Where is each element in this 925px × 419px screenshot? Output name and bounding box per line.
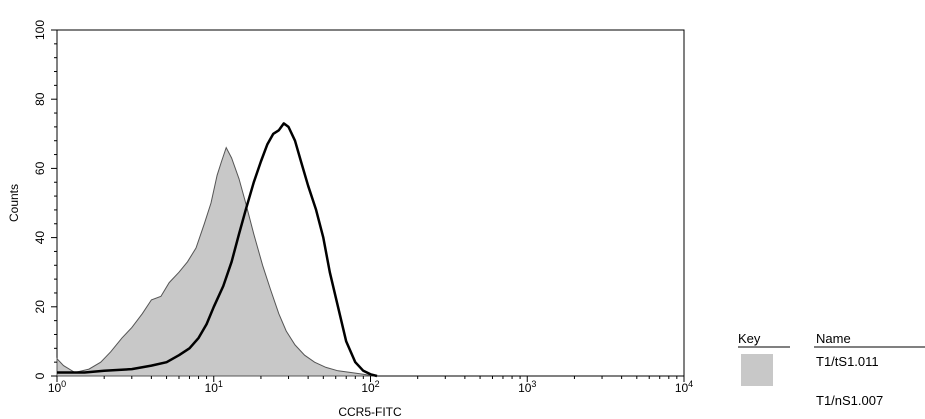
- legend-item-2-name: T1/nS1.007: [816, 393, 883, 408]
- x-tick-label: 102: [361, 379, 379, 395]
- y-tick-label: 40: [33, 231, 47, 245]
- x-tick-label: 104: [675, 379, 693, 395]
- y-tick-label: 0: [33, 372, 47, 379]
- series-layer: [56, 122, 378, 378]
- legend-key-header: Key: [738, 331, 761, 346]
- legend: Key Name T1/tS1.011 T1/nS1.007: [738, 331, 925, 408]
- y-tick-label: 80: [33, 92, 47, 106]
- series-2-line: [57, 122, 378, 378]
- legend-item-1-name: T1/tS1.011: [816, 354, 879, 369]
- x-axis-title: CCR5-FITC: [338, 405, 402, 419]
- y-tick-label: 60: [33, 161, 47, 175]
- x-tick-label: 103: [518, 379, 536, 395]
- x-tick-label: 101: [205, 379, 223, 395]
- legend-swatch-filled: [741, 354, 773, 386]
- tick-labels-layer: 100 101 102 103 104 0 20 40 60 80 100: [33, 20, 693, 395]
- y-tick-label: 20: [33, 300, 47, 314]
- ticks-layer: [51, 29, 685, 382]
- legend-name-header: Name: [816, 331, 851, 346]
- series-1-area: [56, 146, 374, 377]
- y-axis-title: Counts: [7, 184, 21, 222]
- y-tick-label: 100: [33, 20, 47, 40]
- x-tick-label: 100: [48, 379, 66, 395]
